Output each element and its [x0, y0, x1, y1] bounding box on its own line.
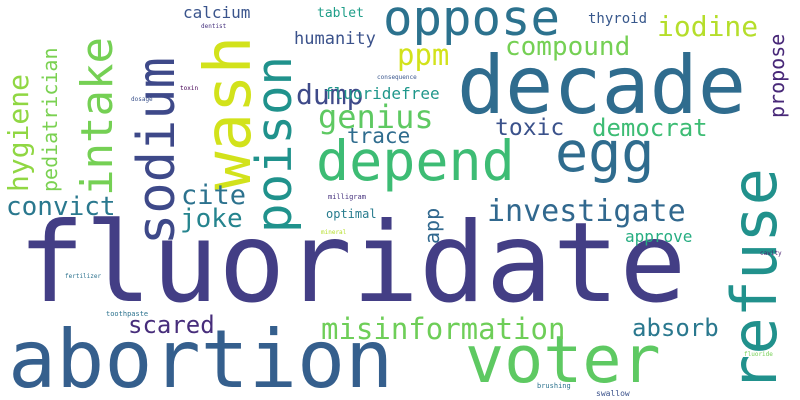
word-pediatrician: pediatrician [38, 47, 62, 193]
word-fluoridate: fluoridate [18, 199, 687, 328]
word-genius: genius [318, 98, 434, 136]
word-dosage: dosage [131, 96, 153, 103]
word-brushing: brushing [537, 382, 571, 390]
word-wash: wash [192, 35, 266, 190]
word-iodine: iodine [657, 10, 759, 43]
word-tablet: tablet [317, 6, 364, 21]
word-toxic: toxic [495, 115, 565, 141]
word-refuse: refuse [718, 168, 791, 392]
word-toxin: toxin [180, 85, 199, 92]
word-absorb: absorb [632, 314, 719, 342]
word-democrat: democrat [592, 114, 708, 142]
word-thyroid: thyroid [588, 11, 648, 27]
word-abortion: abortion [8, 313, 394, 400]
word-swallow: swallow [596, 389, 630, 398]
word-cavity: cavity [760, 250, 782, 257]
word-dentist: dentist [201, 23, 227, 30]
word-egg: egg [555, 120, 655, 184]
word-decade: decade [457, 39, 746, 132]
word-humanity: humanity [294, 29, 376, 49]
word-compound: compound [505, 32, 631, 62]
word-fluoridefree: fluoridefree [324, 84, 440, 103]
word-trace: trace [347, 124, 411, 148]
word-depend: depend [316, 129, 515, 193]
word-sodium: sodium [127, 57, 187, 245]
word-propose: propose [765, 33, 789, 118]
word-hygiene: hygiene [2, 73, 35, 192]
word-convict: convict [6, 192, 116, 222]
word-scared: scared [128, 311, 215, 339]
word-optimal: optimal [326, 207, 377, 221]
word-misinformation: misinformation [321, 312, 566, 346]
word-calcium: calcium [183, 3, 251, 22]
word-fertilizer: fertilizer [65, 273, 102, 280]
word-oppose: oppose [383, 0, 561, 47]
word-intake: intake [72, 37, 123, 196]
word-consequence: consequence [377, 74, 417, 81]
word-ppm: ppm [397, 38, 450, 72]
word-voter: voter [465, 323, 661, 398]
word-app: app [420, 207, 444, 244]
word-dump: dump [296, 78, 364, 111]
word-fluoride: fluoride [744, 351, 773, 358]
word-joke: joke [180, 204, 243, 234]
word-toothpaste: toothpaste [106, 310, 149, 318]
word-approve: approve [625, 227, 693, 246]
word-mineral: mineral [321, 229, 347, 236]
word-investigate: investigate [487, 194, 686, 229]
word-cite: cite [181, 180, 247, 211]
word-milligram: milligram [328, 193, 366, 201]
